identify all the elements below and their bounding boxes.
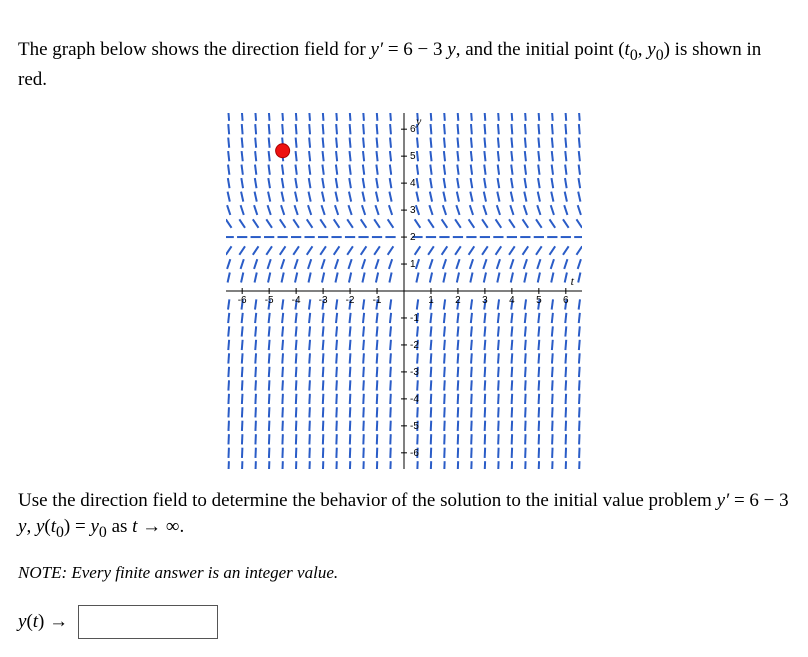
answer-input[interactable] xyxy=(78,605,218,639)
problem-use: Use the direction field to determine the… xyxy=(18,488,790,545)
svg-text:-4: -4 xyxy=(410,393,419,404)
svg-text:4: 4 xyxy=(410,178,416,189)
svg-text:4: 4 xyxy=(509,295,515,306)
svg-text:-2: -2 xyxy=(346,295,355,306)
svg-text:5: 5 xyxy=(410,151,416,162)
svg-text:y: y xyxy=(415,114,422,128)
svg-text:1: 1 xyxy=(410,259,416,270)
svg-text:5: 5 xyxy=(536,295,542,306)
svg-text:t: t xyxy=(571,274,575,288)
problem-intro: The graph below shows the direction fiel… xyxy=(18,37,790,94)
svg-text:-5: -5 xyxy=(265,295,274,306)
svg-text:-1: -1 xyxy=(410,313,419,324)
svg-text:6: 6 xyxy=(563,295,569,306)
svg-text:-5: -5 xyxy=(410,420,419,431)
svg-text:-3: -3 xyxy=(319,295,328,306)
svg-text:-6: -6 xyxy=(238,295,247,306)
note: NOTE: Every finite answer is an integer … xyxy=(18,563,790,583)
svg-text:-3: -3 xyxy=(410,366,419,377)
svg-text:3: 3 xyxy=(410,205,416,216)
svg-text:-6: -6 xyxy=(410,447,419,458)
svg-text:3: 3 xyxy=(482,295,488,306)
svg-text:-2: -2 xyxy=(410,339,419,350)
answer-label: y(t) → xyxy=(18,611,68,633)
svg-text:2: 2 xyxy=(410,232,416,243)
direction-field-chart: -6-5-4-3-2-1123456-6-5-4-3-2-1123456yt xyxy=(18,113,790,469)
svg-text:2: 2 xyxy=(455,295,461,306)
svg-text:-1: -1 xyxy=(373,295,382,306)
svg-text:1: 1 xyxy=(428,295,434,306)
svg-text:-4: -4 xyxy=(292,295,301,306)
